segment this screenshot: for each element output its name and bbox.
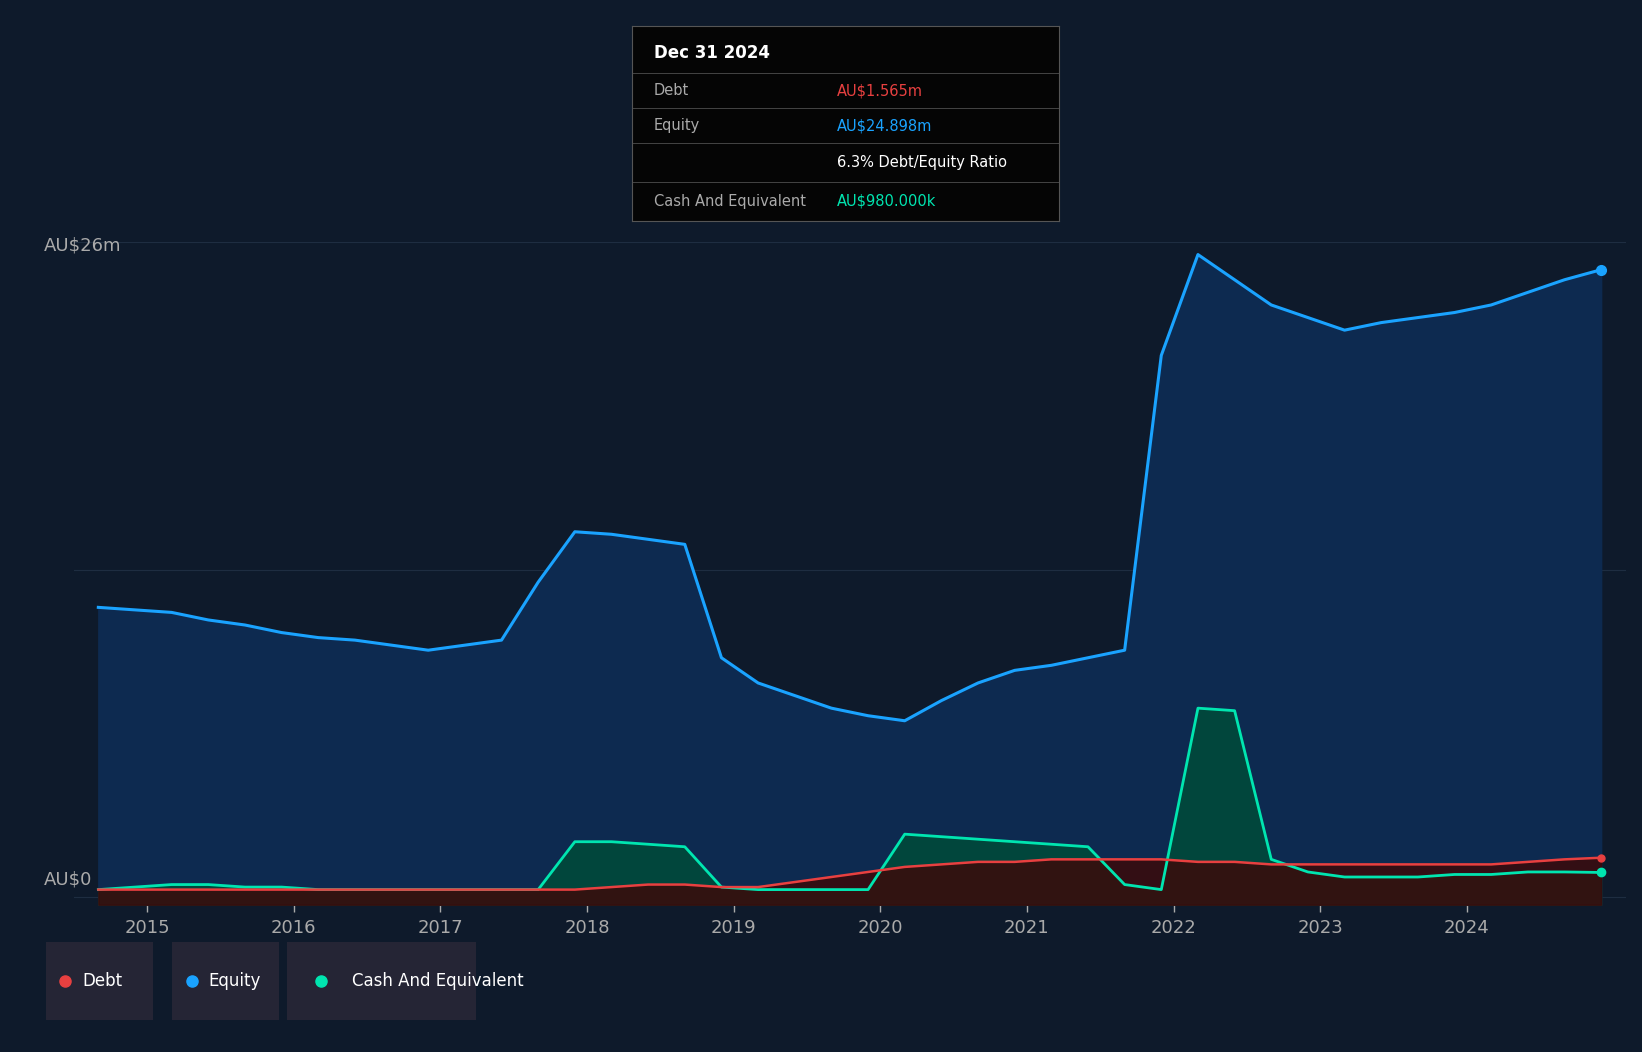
Text: Equity: Equity	[654, 118, 699, 133]
Text: Cash And Equivalent: Cash And Equivalent	[351, 972, 524, 990]
Text: Debt: Debt	[82, 972, 123, 990]
Text: Cash And Equivalent: Cash And Equivalent	[654, 194, 806, 209]
Text: Debt: Debt	[654, 83, 688, 98]
Text: AU$24.898m: AU$24.898m	[837, 118, 933, 133]
Text: 6.3% Debt/Equity Ratio: 6.3% Debt/Equity Ratio	[837, 155, 1007, 170]
Text: AU$980.000k: AU$980.000k	[837, 194, 936, 209]
Text: Equity: Equity	[209, 972, 261, 990]
Text: AU$0: AU$0	[44, 871, 92, 889]
Text: AU$26m: AU$26m	[44, 237, 122, 255]
Text: AU$1.565m: AU$1.565m	[837, 83, 923, 98]
Text: Dec 31 2024: Dec 31 2024	[654, 44, 770, 62]
